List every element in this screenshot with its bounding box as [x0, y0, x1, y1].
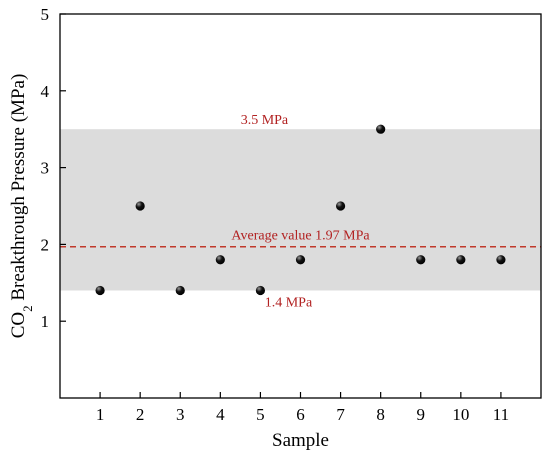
- data-point: [335, 201, 346, 211]
- x-tick-label: 2: [136, 405, 145, 424]
- data-point: [496, 255, 506, 265]
- pressure-range-band: [60, 129, 541, 291]
- data-point: [416, 255, 426, 265]
- y-tick-label: 5: [41, 5, 50, 24]
- x-tick-label: 10: [452, 405, 469, 424]
- y-tick-label: 1: [41, 312, 50, 331]
- data-point: [215, 255, 225, 265]
- x-tick-label: 11: [493, 405, 509, 424]
- data-point: [456, 255, 466, 265]
- x-tick-label: 9: [417, 405, 426, 424]
- x-tick-label: 7: [336, 405, 345, 424]
- x-tick-label: 5: [256, 405, 265, 424]
- x-tick-label: 4: [216, 405, 225, 424]
- x-axis-title: Sample: [272, 430, 329, 451]
- y-axis-title-subscript: 2: [20, 305, 35, 312]
- data-point: [295, 255, 306, 265]
- data-point: [135, 201, 145, 211]
- y-tick-label: 3: [41, 159, 50, 178]
- y-axis-title: CO2 Breakthrough Pressure (MPa): [8, 74, 35, 339]
- y-tick-label: 4: [41, 82, 50, 101]
- lower-bound-label: 1.4 MPa: [265, 295, 313, 310]
- data-point: [376, 124, 386, 134]
- data-point: [95, 285, 105, 296]
- ticks-layer: 1 2 3 4 5 1 2 3 4 5 6 7 8 9 10 11: [41, 5, 510, 424]
- upper-bound-label: 3.5 MPa: [241, 113, 289, 128]
- x-tick-label: 3: [176, 405, 185, 424]
- y-axis-title-rest: Breakthrough Pressure (MPa): [8, 74, 29, 306]
- x-tick-label: 1: [96, 405, 105, 424]
- data-points-layer: [95, 124, 506, 296]
- x-tick-label: 8: [376, 405, 385, 424]
- pressure-range-band-layer: [60, 129, 541, 291]
- x-tick-label: 6: [296, 405, 305, 424]
- average-value-label: Average value 1.97 MPa: [231, 229, 370, 244]
- data-point: [255, 285, 266, 296]
- y-tick-label: 2: [41, 235, 50, 254]
- data-point: [175, 285, 185, 296]
- y-axis-title-main: CO: [8, 312, 29, 338]
